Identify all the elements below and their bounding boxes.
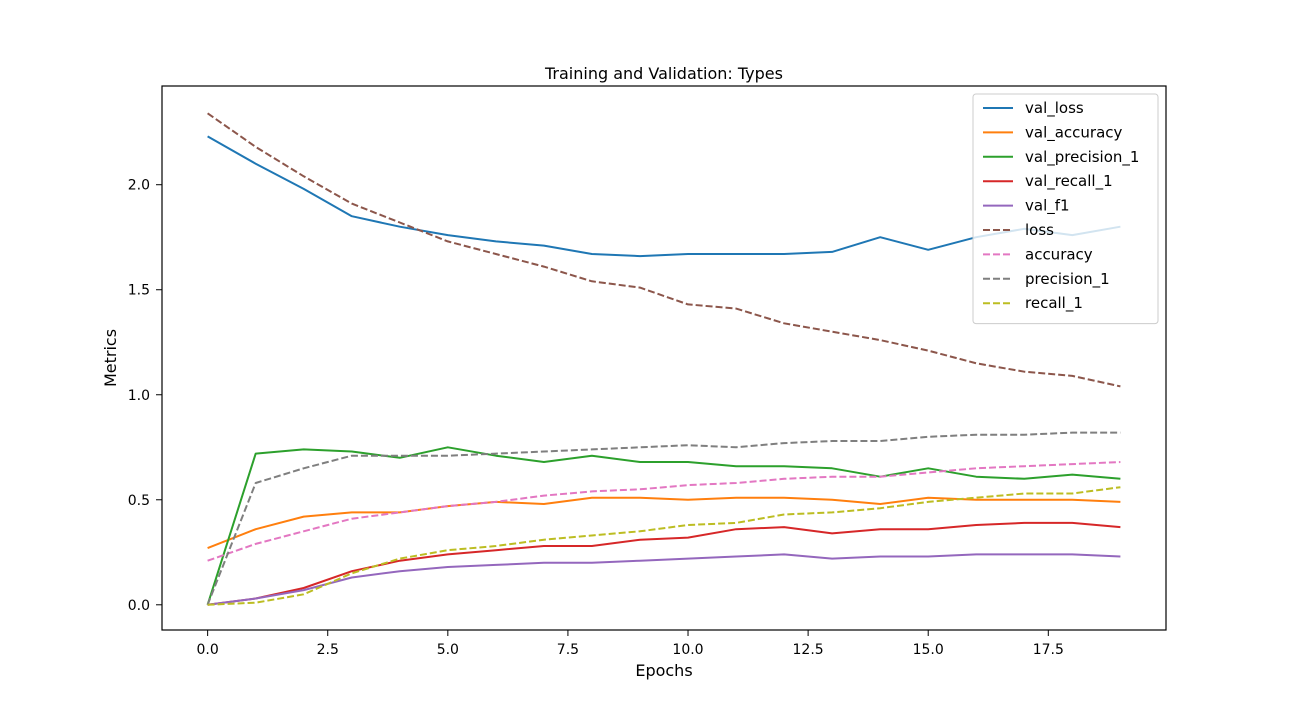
legend-label: val_f1 [1025, 197, 1070, 216]
x-tick-label: 5.0 [437, 642, 459, 658]
series-line-val-f1 [207, 553, 1121, 606]
series-line-val-accuracy [207, 496, 1121, 550]
y-tick-label: 1.0 [128, 388, 150, 404]
legend-label: val_precision_1 [1025, 148, 1139, 167]
x-tick-label: 0.0 [197, 642, 219, 658]
chart-title: Training and Validation: Types [544, 64, 783, 83]
legend-label: loss [1025, 221, 1054, 239]
y-tick-label: 0.5 [128, 493, 150, 509]
y-tick-label: 1.5 [128, 283, 150, 299]
legend-label: accuracy [1025, 245, 1093, 263]
y-tick-label: 2.0 [128, 178, 150, 194]
legend-box [972, 93, 1159, 325]
y-axis-label: Metrics [101, 329, 120, 387]
y-axis: 0.0 0.5 1.0 1.5 2.0 [128, 178, 162, 614]
x-tick-label: 7.5 [557, 642, 579, 658]
series-line-val-recall-1 [207, 521, 1121, 606]
series-line-loss [207, 112, 1121, 388]
legend-label: val_accuracy [1025, 123, 1123, 142]
x-tick-label: 17.5 [1033, 642, 1064, 658]
x-tick-label: 2.5 [317, 642, 339, 658]
legend-label: precision_1 [1025, 270, 1110, 289]
x-tick-label: 15.0 [913, 642, 944, 658]
series-line-val-precision-1 [206, 446, 1121, 606]
legend-label: val_recall_1 [1025, 172, 1113, 191]
x-axis: 0.0 2.5 5.0 7.5 10.0 12.5 15.0 17.5 [197, 630, 1064, 658]
series-line-recall-1 [207, 486, 1121, 606]
y-tick-label: 0.0 [128, 598, 150, 614]
legend: val_loss val_accuracy val_precision_1 val_r… [972, 93, 1159, 325]
x-tick-label: 12.5 [793, 642, 824, 658]
series-line-val-loss [207, 135, 1121, 258]
legend-label: val_loss [1025, 99, 1084, 118]
x-tick-label: 10.0 [672, 642, 703, 658]
legend-label: recall_1 [1025, 294, 1083, 313]
series-line-precision-1 [206, 431, 1121, 606]
x-axis-label: Epochs [635, 661, 692, 680]
plot-frame [161, 85, 1167, 631]
series-line-accuracy [207, 461, 1121, 562]
